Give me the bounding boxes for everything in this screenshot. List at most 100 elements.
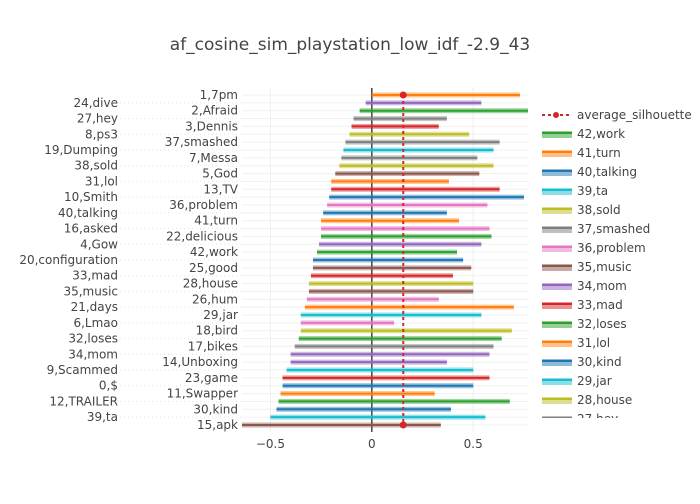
- legend-item: 38,sold: [542, 203, 621, 217]
- legend-item: 36,problem: [542, 241, 646, 255]
- y-tick-label: 23,game: [185, 371, 238, 385]
- legend-label: 39,ta: [577, 184, 608, 198]
- y-tick-label: 14,Unboxing: [162, 355, 238, 369]
- legend-swatch-icon: [542, 283, 572, 290]
- legend-item: 41,turn: [542, 146, 621, 160]
- legend-swatch-icon: [542, 207, 572, 214]
- legend-item: 42,work: [542, 127, 625, 141]
- y-tick-label: 5,God: [202, 167, 238, 181]
- average-marker: [399, 91, 407, 99]
- y-tick-label: 37,smashed: [165, 135, 238, 149]
- y-tick-label: 27,hey: [77, 112, 118, 126]
- y-tick-label: 32,loses: [68, 332, 118, 346]
- legend-marker-icon: [553, 112, 559, 118]
- y-tick-label: 30,kind: [193, 402, 238, 416]
- legend-item: 29,jar: [542, 374, 612, 388]
- legend-label: 37,smashed: [577, 222, 650, 236]
- y-tick-label: 18,bird: [196, 324, 238, 338]
- bars: [242, 92, 528, 428]
- legend-label: 32,loses: [577, 317, 627, 331]
- y-tick-label: 4,Gow: [80, 237, 118, 251]
- legend-item: 40,talking: [542, 165, 637, 179]
- y-tick-label: 12,TRAILER: [49, 394, 118, 408]
- y-tick-label: 8,ps3: [85, 127, 118, 141]
- x-tick-label: 0: [368, 437, 376, 451]
- y-tick-label: 36,problem: [169, 198, 238, 212]
- y-tick-label: 25,good: [189, 261, 238, 275]
- legend-label: 38,sold: [577, 203, 621, 217]
- legend-label: 34,mom: [577, 279, 627, 293]
- y-tick-label: 40,talking: [58, 206, 118, 220]
- legend-swatch-icon: [542, 359, 572, 366]
- y-tick-label: 11,Swapper: [167, 387, 238, 401]
- chart-title: af_cosine_sim_playstation_low_idf_-2.9_4…: [170, 35, 530, 55]
- legend-item: 33,mad: [542, 298, 623, 312]
- y-tick-label: 0,$: [99, 379, 118, 393]
- y-tick-label: 13,TV: [203, 182, 238, 196]
- legend-label: 30,kind: [577, 355, 622, 369]
- average-marker: [399, 421, 407, 429]
- y-tick-label: 24,dive: [73, 96, 118, 110]
- legend-swatch-icon: [542, 378, 572, 385]
- legend-swatch-icon: [542, 302, 572, 309]
- legend-label: 27,hey: [577, 412, 618, 426]
- legend-label: 35,music: [577, 260, 632, 274]
- legend-swatch-icon: [542, 150, 572, 157]
- legend-item: 35,music: [542, 260, 632, 274]
- legend-item: 32,loses: [542, 317, 627, 331]
- y-tick-label: 3,Dennis: [185, 119, 238, 133]
- y-tick-label: 34,mom: [68, 347, 118, 361]
- y-tick-label: 29,jar: [203, 308, 238, 322]
- y-tick-label: 2,Afraid: [191, 104, 238, 118]
- legend-item: 30,kind: [542, 355, 622, 369]
- legend-item: 37,smashed: [542, 222, 650, 236]
- legend-label: 29,jar: [577, 374, 612, 388]
- y-tick-label: 19,Dumping: [44, 143, 118, 157]
- legend-label: 40,talking: [577, 165, 637, 179]
- legend-item-average-silhouette: average_silhouette: [542, 108, 692, 122]
- y-tick-label: 9,Scammed: [47, 363, 118, 377]
- y-tick-label: 7,Messa: [189, 151, 238, 165]
- y-tick-label: 26,hum: [192, 292, 238, 306]
- y-tick-label: 21,days: [71, 300, 118, 314]
- legend-label: 41,turn: [577, 146, 621, 160]
- y-tick-label: 17,bikes: [188, 339, 238, 353]
- legend-swatch-icon: [542, 245, 572, 252]
- legend-item: 31,lol: [542, 336, 610, 350]
- y-tick-label: 6,Lmao: [73, 316, 118, 330]
- y-tick-labels: 1,7pm 24,dive 2,Afraid 27,hey 3,Dennis 8,ps3 3…: [19, 88, 242, 432]
- legend-swatch-icon: [542, 321, 572, 328]
- y-tick-label: 39,ta: [87, 410, 118, 424]
- y-tick-label: 41,turn: [194, 214, 238, 228]
- y-tick-label: 16,asked: [64, 222, 118, 236]
- x-tick-label: −0.5: [256, 437, 285, 451]
- legend-label: 31,lol: [577, 336, 610, 350]
- legend-swatch-icon: [542, 397, 572, 404]
- legend-label: 33,mad: [577, 298, 623, 312]
- legend-item: 39,ta: [542, 184, 608, 198]
- legend-label: 36,problem: [577, 241, 646, 255]
- y-tick-label: 22,delicious: [166, 229, 238, 243]
- y-tick-label: 10,Smith: [64, 190, 118, 204]
- y-tick-label: 35,music: [63, 284, 118, 298]
- legend-swatch-icon: [542, 169, 572, 176]
- y-tick-label: 15,apk: [197, 418, 238, 432]
- legend-item: 34,mom: [542, 279, 627, 293]
- legend-swatch-icon: [542, 340, 572, 347]
- y-tick-label: 1,7pm: [200, 88, 238, 102]
- y-tick-label: 28,house: [183, 277, 238, 291]
- x-tick-labels: −0.5 0 0.5: [256, 437, 483, 451]
- legend-item: 27,hey: [542, 412, 618, 426]
- y-tick-label: 20,configuration: [19, 253, 118, 267]
- legend-label: average_silhouette: [577, 108, 692, 122]
- legend-label: 28,house: [577, 393, 632, 407]
- legend[interactable]: average_silhouette 42,work 41,turn 40,talki…: [542, 108, 692, 426]
- legend-swatch-icon: [542, 188, 572, 195]
- average-silhouette-line: [399, 91, 407, 429]
- legend-swatch-icon: [542, 264, 572, 271]
- y-tick-label: 33,mad: [72, 269, 118, 283]
- legend-swatch-icon: [542, 131, 572, 138]
- x-tick-label: 0.5: [464, 437, 483, 451]
- y-tick-label: 38,sold: [74, 159, 118, 173]
